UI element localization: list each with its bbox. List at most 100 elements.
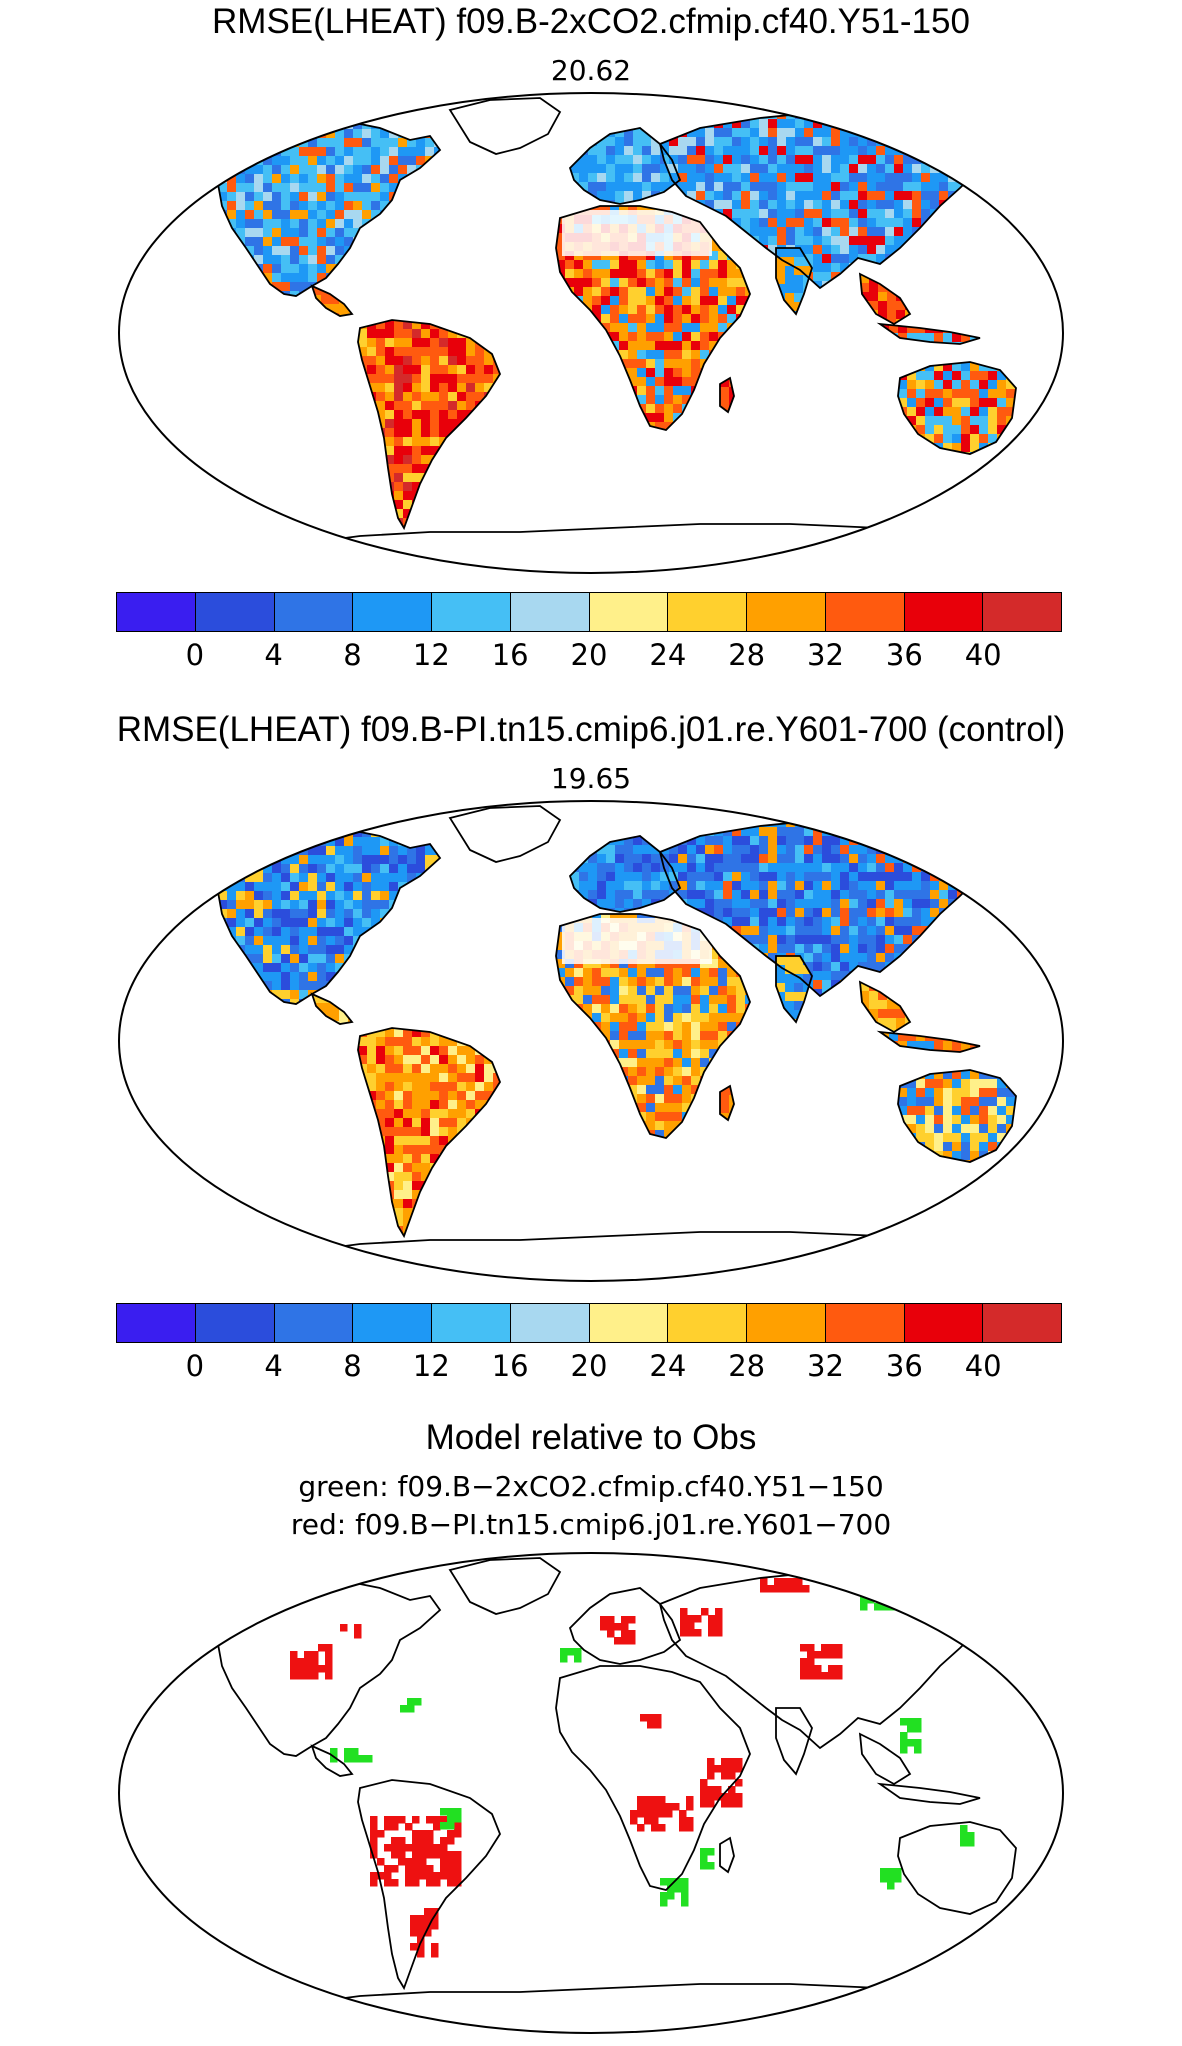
coastline-australia <box>897 1069 1017 1163</box>
colorbar-swatch <box>825 1304 905 1342</box>
coastline-europe <box>568 1587 682 1665</box>
panel2-colorbar-ticks: 0 4 8 12 16 20 24 28 32 36 40 <box>0 1349 1182 1385</box>
colorbar-tick-label: 16 <box>491 1349 529 1383</box>
colorbar-swatch <box>904 593 984 631</box>
coastline-camerica <box>310 284 354 317</box>
region-samerica <box>358 320 500 528</box>
sahara-no-data <box>562 210 712 256</box>
coastline-samerica <box>357 319 502 531</box>
coastline-camerica <box>310 1744 354 1777</box>
region-indonesia <box>880 1032 980 1052</box>
coastline-europe <box>568 127 682 205</box>
coastline-greenland <box>448 1557 562 1615</box>
colorbar-tick-label: 36 <box>885 638 923 672</box>
coastline-indonesia <box>876 1030 981 1053</box>
region-nz <box>1028 428 1040 460</box>
coastline-antarctica <box>238 1983 1022 2033</box>
coastline-samerica <box>357 1027 502 1239</box>
colorbar-tick-label: 32 <box>807 1349 844 1383</box>
colorbar-tick-label: 4 <box>264 638 283 672</box>
colorbar-tick-label: 0 <box>185 1349 205 1383</box>
coastline-madagascar <box>719 1836 735 1874</box>
colorbar-tick-label: 16 <box>491 638 529 672</box>
colorbar-tick-label: 20 <box>570 638 608 672</box>
panel3-title: Model relative to Obs <box>425 1418 757 1457</box>
coastline-nz <box>1027 1134 1041 1171</box>
colorbar-tick-label: 20 <box>570 1349 608 1383</box>
region-camerica <box>312 286 352 316</box>
coastline-europe <box>568 835 682 913</box>
coastline-namerica <box>217 1579 442 1757</box>
colorbar-swatch <box>825 593 905 631</box>
colorbar-swatch <box>983 593 1061 631</box>
colorbar-tick-label: 28 <box>728 1349 766 1383</box>
colorbar-tick-label: 36 <box>885 1349 923 1383</box>
panel1-global-value: 20.62 <box>550 54 632 87</box>
sahara-no-data <box>562 918 712 964</box>
panel1-colorbar <box>116 592 1062 632</box>
coastline-nz <box>1027 426 1041 463</box>
colorbar-swatch <box>983 1304 1061 1342</box>
colorbar-swatch <box>589 1304 669 1342</box>
colorbar-swatch <box>353 1304 432 1342</box>
colorbar-swatch <box>353 593 432 631</box>
colorbar-swatch <box>747 1304 826 1342</box>
colorbar-tick-label: 32 <box>807 638 844 672</box>
colorbar-tick-label: 12 <box>412 638 450 672</box>
coastline-asia <box>658 1569 992 1750</box>
coastline-namerica <box>217 119 442 297</box>
colorbar-tick-label: 0 <box>185 638 205 672</box>
coastline-greenland <box>448 97 562 155</box>
coastline-madagascar <box>719 1084 735 1122</box>
panel1-map <box>118 92 1064 574</box>
coastline-africa <box>555 205 751 431</box>
coastline-india <box>775 955 813 1024</box>
coastline-samerica <box>357 1779 502 1991</box>
panel2-global-value: 19.65 <box>550 762 632 795</box>
panel2-title: RMSE(LHEAT) f09.B-PI.tn15.cmip6.j01.re.Y… <box>116 710 1066 749</box>
colorbar-tick-label: 24 <box>649 1349 687 1383</box>
coastline-india <box>775 1707 813 1776</box>
region-nz <box>1028 1136 1040 1168</box>
map-boundary <box>118 1552 1064 2034</box>
colorbar-swatch <box>117 593 196 631</box>
colorbar-swatch <box>747 593 826 631</box>
colorbar-swatch <box>510 1304 590 1342</box>
panel2-colorbar <box>116 1303 1062 1343</box>
colorbar-swatch <box>432 593 511 631</box>
panel1-title: RMSE(LHEAT) f09.B-2xCO2.cfmip.cf40.Y51-1… <box>212 2 970 41</box>
colorbar-tick-label: 12 <box>412 1349 450 1383</box>
map-boundary <box>118 800 1064 1282</box>
coastline-africa <box>555 913 751 1139</box>
coastline-indonesia <box>876 322 981 345</box>
coastline-greenland <box>448 805 562 863</box>
coastline-australia <box>897 361 1017 455</box>
panel3-map <box>118 1552 1064 2034</box>
coastline-namerica <box>217 827 442 1005</box>
coastline-camerica <box>310 992 354 1025</box>
colorbar-tick-label: 28 <box>728 638 766 672</box>
region-indonesia <box>880 324 980 344</box>
colorbar-swatch <box>432 1304 511 1342</box>
colorbar-swatch <box>195 593 275 631</box>
colorbar-tick-label: 24 <box>649 638 687 672</box>
colorbar-swatch <box>589 593 669 631</box>
colorbar-swatch <box>904 1304 984 1342</box>
panel3-legend-red: red: f09.B−PI.tn15.cmip6.j01.re.Y601−700 <box>290 1508 892 1541</box>
coastline-india <box>775 247 813 316</box>
map-boundary <box>118 92 1064 574</box>
panel1-colorbar-ticks: 0 4 8 12 16 20 24 28 32 36 40 <box>0 638 1182 674</box>
panel2-map <box>118 800 1064 1282</box>
colorbar-tick-label: 40 <box>964 1349 1002 1383</box>
colorbar-swatch <box>274 593 354 631</box>
coastline-nz <box>1027 1886 1041 1923</box>
colorbar-tick-label: 8 <box>343 638 362 672</box>
colorbar-swatch <box>510 593 590 631</box>
colorbar-swatch <box>668 593 747 631</box>
colorbar-swatch <box>668 1304 747 1342</box>
colorbar-tick-label: 8 <box>343 1349 362 1383</box>
region-samerica <box>358 1028 500 1236</box>
coastline-seasia <box>858 1732 912 1786</box>
colorbar-swatch <box>274 1304 354 1342</box>
coastline-seasia <box>858 272 912 326</box>
